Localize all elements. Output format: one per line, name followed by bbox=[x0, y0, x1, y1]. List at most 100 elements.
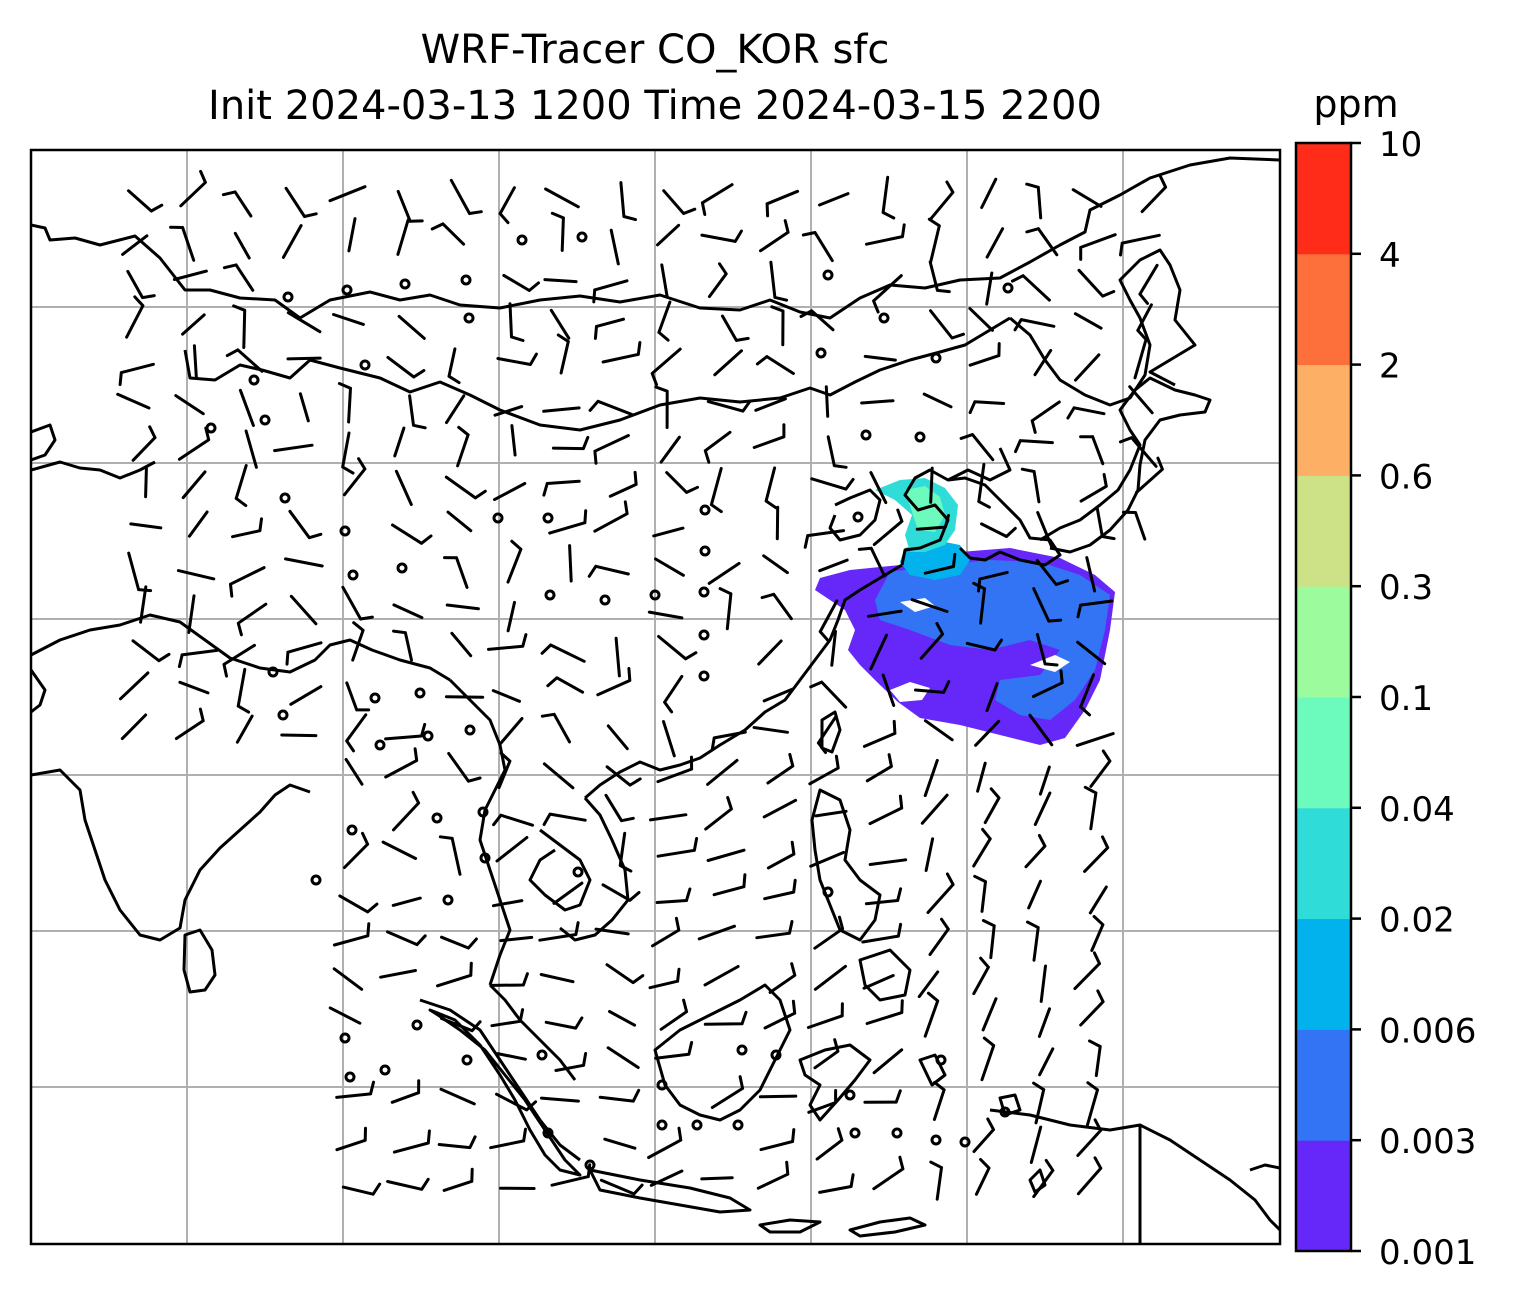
wind-barb bbox=[1138, 263, 1159, 305]
wind-barb bbox=[328, 185, 367, 203]
wind-barb bbox=[1090, 915, 1105, 952]
wind-barb bbox=[187, 510, 209, 538]
wind-barb bbox=[592, 279, 629, 304]
wind-barb bbox=[446, 510, 473, 533]
wind-barb bbox=[596, 667, 632, 697]
wind-barb bbox=[1020, 467, 1041, 504]
wind-barb bbox=[863, 1089, 902, 1104]
calm-wind-circle bbox=[277, 709, 289, 721]
wind-barb bbox=[1032, 587, 1063, 623]
wind-barb bbox=[497, 751, 512, 790]
wind-barb bbox=[1013, 318, 1056, 332]
wind-barb bbox=[235, 714, 254, 744]
coast-srilanka bbox=[182, 928, 217, 994]
wind-barb bbox=[703, 965, 740, 987]
wind-barb bbox=[447, 347, 461, 385]
wind-barb bbox=[762, 687, 794, 703]
wind-barb bbox=[763, 878, 797, 901]
wind-barb bbox=[337, 382, 352, 424]
wind-barb bbox=[665, 471, 699, 494]
wind-barb bbox=[1024, 834, 1047, 869]
wind-barb bbox=[768, 962, 797, 994]
wind-barb bbox=[968, 307, 994, 332]
wind-barb bbox=[550, 1163, 592, 1187]
calm-wind-circle bbox=[698, 670, 710, 682]
wind-barb bbox=[706, 848, 746, 862]
colorbar-swatch bbox=[1296, 918, 1351, 1030]
wind-barb bbox=[869, 471, 888, 505]
wind-barb bbox=[959, 433, 995, 462]
calm-wind-circle bbox=[732, 1119, 744, 1131]
wind-barb bbox=[862, 974, 895, 990]
coast-timor bbox=[1028, 1168, 1047, 1194]
wind-barb bbox=[1140, 174, 1168, 214]
calm-wind-circle bbox=[891, 1127, 903, 1139]
coast-himalaya-border bbox=[31, 613, 451, 682]
colorbar-swatch bbox=[1296, 475, 1351, 587]
wind-barb bbox=[443, 556, 469, 589]
wind-barb bbox=[980, 177, 998, 209]
wind-barb bbox=[652, 526, 685, 538]
wind-barb bbox=[392, 1129, 431, 1154]
wind-barb bbox=[1030, 400, 1061, 434]
wind-barb bbox=[766, 840, 796, 870]
wind-barb bbox=[1079, 989, 1105, 1027]
wind-barb bbox=[187, 594, 196, 634]
wind-barb bbox=[706, 758, 739, 786]
wind-barb bbox=[540, 712, 571, 744]
coast-mongolia-border bbox=[183, 316, 1011, 432]
coast-lesser-sunda bbox=[758, 1216, 927, 1238]
wind-barb bbox=[759, 1128, 796, 1152]
wind-barb bbox=[444, 475, 487, 500]
wind-barb bbox=[914, 680, 951, 694]
calm-wind-circle bbox=[463, 312, 475, 324]
wind-barb bbox=[1095, 506, 1116, 541]
wind-barb bbox=[929, 309, 965, 340]
wind-barb bbox=[983, 787, 1001, 825]
wind-barb bbox=[915, 514, 950, 531]
calm-wind-circle bbox=[374, 739, 386, 751]
wind-barb bbox=[976, 761, 987, 793]
wind-barb bbox=[1033, 791, 1052, 826]
calm-wind-circle bbox=[339, 525, 351, 537]
wind-barb bbox=[298, 392, 310, 423]
calm-wind-circle bbox=[930, 1134, 942, 1146]
colorbar: 0.001 0.003 0.006 0.02 0.04 0.1 0.3 0.6 2 4 10 bbox=[1294, 125, 1476, 1273]
coast-new-guinea bbox=[989, 1108, 1280, 1244]
wind-barb bbox=[396, 218, 410, 256]
wind-barb bbox=[344, 757, 364, 786]
map-area bbox=[31, 150, 1280, 1244]
wind-barb bbox=[543, 278, 578, 284]
wind-barb bbox=[818, 558, 849, 573]
calm-wind-circle bbox=[411, 1019, 423, 1031]
wind-barb bbox=[386, 355, 426, 379]
wind-barb bbox=[980, 1036, 996, 1082]
wind-barb bbox=[498, 186, 516, 225]
wind-barb bbox=[869, 633, 888, 671]
wind-barb bbox=[144, 467, 148, 499]
wind-barb bbox=[127, 551, 153, 593]
wind-barb bbox=[1119, 233, 1161, 257]
wind-barb bbox=[495, 1092, 538, 1112]
wind-barb bbox=[341, 1182, 382, 1196]
coast-china-east bbox=[584, 563, 903, 800]
wind-barb bbox=[487, 633, 528, 651]
wind-barb bbox=[116, 392, 151, 410]
calm-wind-circle bbox=[461, 1054, 473, 1066]
wind-barb bbox=[394, 469, 413, 506]
wind-barb bbox=[273, 443, 314, 453]
calm-wind-circle bbox=[878, 312, 890, 324]
wind-barb bbox=[587, 564, 630, 578]
wind-barb bbox=[814, 809, 848, 818]
wind-barb bbox=[865, 753, 893, 783]
wind-barb bbox=[392, 790, 421, 832]
calm-wind-circle bbox=[369, 692, 381, 704]
wind-barb bbox=[754, 397, 787, 412]
wind-barb bbox=[605, 963, 645, 985]
wind-barb bbox=[977, 462, 991, 509]
wind-barb bbox=[605, 765, 642, 787]
colorbar-swatch bbox=[1296, 253, 1351, 366]
calm-wind-circle bbox=[536, 1049, 548, 1061]
wind-barb bbox=[221, 190, 253, 218]
wind-barb bbox=[552, 881, 584, 905]
